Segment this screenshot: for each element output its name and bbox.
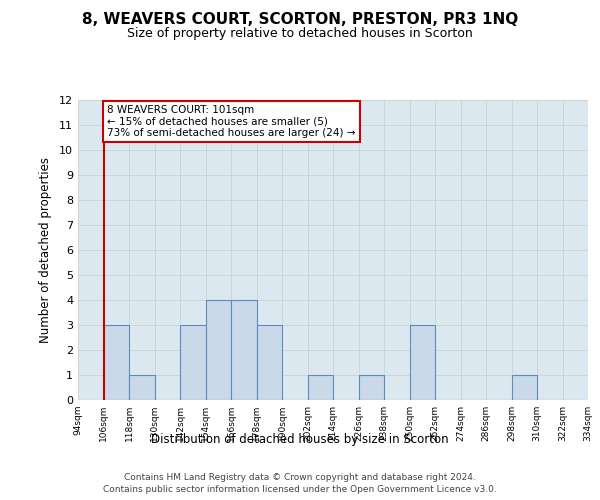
Bar <box>257 325 282 400</box>
Bar <box>511 375 537 400</box>
Text: 8 WEAVERS COURT: 101sqm
← 15% of detached houses are smaller (5)
73% of semi-det: 8 WEAVERS COURT: 101sqm ← 15% of detache… <box>107 105 356 138</box>
Bar <box>129 375 155 400</box>
Bar <box>205 300 231 400</box>
Bar <box>308 375 333 400</box>
Bar <box>231 300 257 400</box>
Bar <box>359 375 384 400</box>
Bar <box>104 325 129 400</box>
Text: Distribution of detached houses by size in Scorton: Distribution of detached houses by size … <box>151 432 449 446</box>
Text: Size of property relative to detached houses in Scorton: Size of property relative to detached ho… <box>127 28 473 40</box>
Text: Contains HM Land Registry data © Crown copyright and database right 2024.: Contains HM Land Registry data © Crown c… <box>124 472 476 482</box>
Text: Contains public sector information licensed under the Open Government Licence v3: Contains public sector information licen… <box>103 485 497 494</box>
Text: 8, WEAVERS COURT, SCORTON, PRESTON, PR3 1NQ: 8, WEAVERS COURT, SCORTON, PRESTON, PR3 … <box>82 12 518 28</box>
Bar <box>180 325 205 400</box>
Y-axis label: Number of detached properties: Number of detached properties <box>39 157 52 343</box>
Bar <box>409 325 435 400</box>
